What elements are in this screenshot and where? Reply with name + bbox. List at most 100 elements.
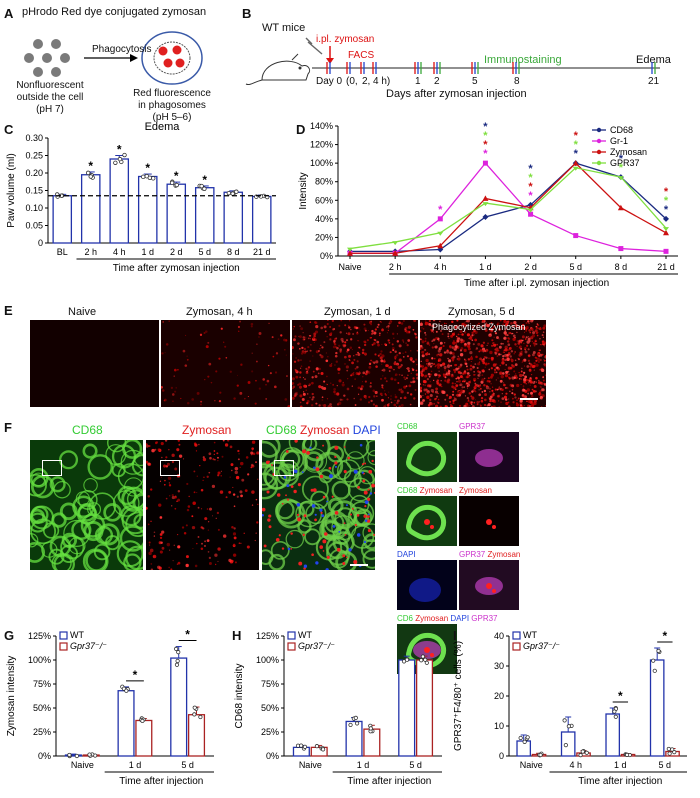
panel-b-tick-1: 1 — [415, 76, 421, 87]
panel-label-i: I — [453, 628, 457, 643]
panel-b-tick-2d: 2 — [434, 76, 440, 87]
chart-g-ytick-label: 100% — [28, 655, 51, 665]
inset-label: CD68 — [397, 422, 417, 431]
chart-i-point — [522, 739, 527, 744]
chart-i-point — [667, 751, 672, 756]
panel-b-tick-day0: Day 0 — [316, 76, 343, 87]
chart-i-point — [562, 718, 567, 723]
chart-h-xtick-label: Naive — [299, 760, 322, 770]
texture — [161, 320, 290, 407]
chart-c-point — [202, 186, 207, 192]
inset-box-zymosan — [160, 460, 180, 476]
chart-c-star: * — [117, 143, 122, 157]
chart-h-ytick-label: 100% — [256, 655, 279, 665]
panel-label-f: F — [4, 420, 12, 435]
chart-h-point — [299, 743, 304, 748]
chart-g-xlabel: Time after injection — [119, 776, 203, 787]
texture — [406, 505, 447, 541]
chart-d-star: * — [619, 162, 624, 174]
chart-d-star: * — [574, 139, 579, 151]
chart-i-legend-swatch — [512, 642, 521, 651]
label-part: CD68 — [397, 486, 418, 495]
chart-g-point — [124, 688, 129, 693]
chart-i-xlabel: Time after injection — [578, 776, 662, 787]
chart-c-bar — [223, 191, 244, 244]
chart-d-star: * — [528, 163, 533, 175]
chart-i-bar — [605, 713, 621, 757]
chart-h-ytick-label: 125% — [256, 631, 279, 641]
chart-h-ytick-label: 0% — [266, 751, 279, 761]
chart-d-point — [392, 250, 399, 256]
inset-label: GPR37 — [459, 422, 485, 431]
chart-i-xtick-label: 4 h — [569, 760, 582, 770]
chart-g-star: * — [133, 668, 138, 682]
chart-g-point — [67, 752, 72, 758]
panel-a-right-line1: Red fluorescence — [133, 88, 211, 99]
inset-image — [397, 496, 457, 546]
chart-d-star: * — [483, 139, 488, 151]
panel-b-ipl-label: i.pl. zymosan — [316, 34, 375, 45]
chart-h-xtick-label: 5 d — [409, 760, 422, 770]
chart-c-bar — [52, 195, 73, 244]
chart-d-point — [437, 231, 444, 236]
chart-g-ytick-label: 125% — [28, 631, 51, 641]
chart-h-point — [354, 721, 360, 726]
chart-h-xlabel: Time after injection — [347, 776, 431, 787]
chart-c-point — [234, 189, 239, 194]
chart-c-point — [85, 170, 91, 176]
chart-d-point — [617, 204, 624, 211]
chart-d-point — [347, 250, 353, 256]
chart-g-ytick-label: 75% — [33, 679, 51, 689]
panel-b-tick-21: 21 — [648, 76, 660, 87]
chart-d-star: * — [483, 148, 488, 160]
chart-g-ytick-label: 25% — [33, 727, 51, 737]
chart-d-ytick-label: 0% — [320, 251, 333, 261]
chart-i-xtick-label: 5 d — [658, 760, 671, 770]
label-part: Zymosan — [413, 614, 449, 623]
chart-c-star: * — [145, 161, 150, 175]
chart-i-point — [651, 658, 656, 663]
chart-d-star: * — [664, 195, 669, 207]
chart-i-bar — [649, 659, 665, 757]
chart-g-point — [176, 650, 181, 655]
chart-d-legend-marker — [596, 149, 602, 155]
inset-image — [397, 432, 457, 482]
chart-c-ylabel: Paw volume (ml) — [6, 153, 17, 227]
panel-label-e: E — [4, 303, 13, 318]
chart-g-legend-label: WT — [70, 630, 84, 640]
label-part: Zymosan — [182, 423, 232, 437]
chart-c-point — [147, 175, 153, 180]
chart-h-ytick-label: 50% — [261, 703, 279, 713]
chart-d-ytick-label: 80% — [315, 177, 333, 187]
chart-d-point — [663, 248, 669, 254]
chart-g-bar — [135, 719, 153, 757]
panel-b-tick-8: 8 — [514, 76, 520, 87]
chart-g-xtick-label: 5 d — [181, 760, 194, 770]
chart-c-point — [151, 176, 156, 181]
texture — [486, 519, 496, 529]
chart-h-legend-label: WT — [298, 630, 312, 640]
chart-i-point — [613, 714, 618, 719]
panel-b-mouse-label: WT mice — [262, 22, 306, 34]
chart-d-point — [663, 227, 669, 232]
texture — [475, 577, 503, 595]
chart-i-ytick-label: 20 — [494, 691, 504, 701]
chart-h-point — [423, 657, 428, 662]
chart-d: 0% 20% 40% 60% 80% 100% 120% 140% Intensity Naive… — [298, 121, 678, 289]
chart-c-point — [230, 191, 235, 196]
chart-h-point — [320, 747, 326, 752]
chart-i-point — [652, 668, 657, 673]
chart-d-xlabel: Time after i.pl. zymosan injection — [464, 278, 609, 289]
chart-d-point — [617, 176, 624, 181]
chart-g-xtick-label: 1 d — [129, 760, 142, 770]
panel-a-left-line3: (pH 7) — [36, 104, 64, 115]
chart-i-ylabel: GPR37⁺F4/80⁺ cells (%) — [453, 641, 464, 751]
scale-bar-f — [350, 564, 368, 566]
texture — [406, 633, 447, 669]
chart-d-point — [482, 195, 489, 201]
chart-c-bar — [137, 175, 158, 244]
chart-c-xtick-label: 21 d — [253, 247, 271, 257]
chart-d-series-line — [350, 162, 667, 253]
chart-c-point — [117, 156, 123, 162]
panel-b-xlabel: Days after zymosan injection — [386, 88, 527, 100]
